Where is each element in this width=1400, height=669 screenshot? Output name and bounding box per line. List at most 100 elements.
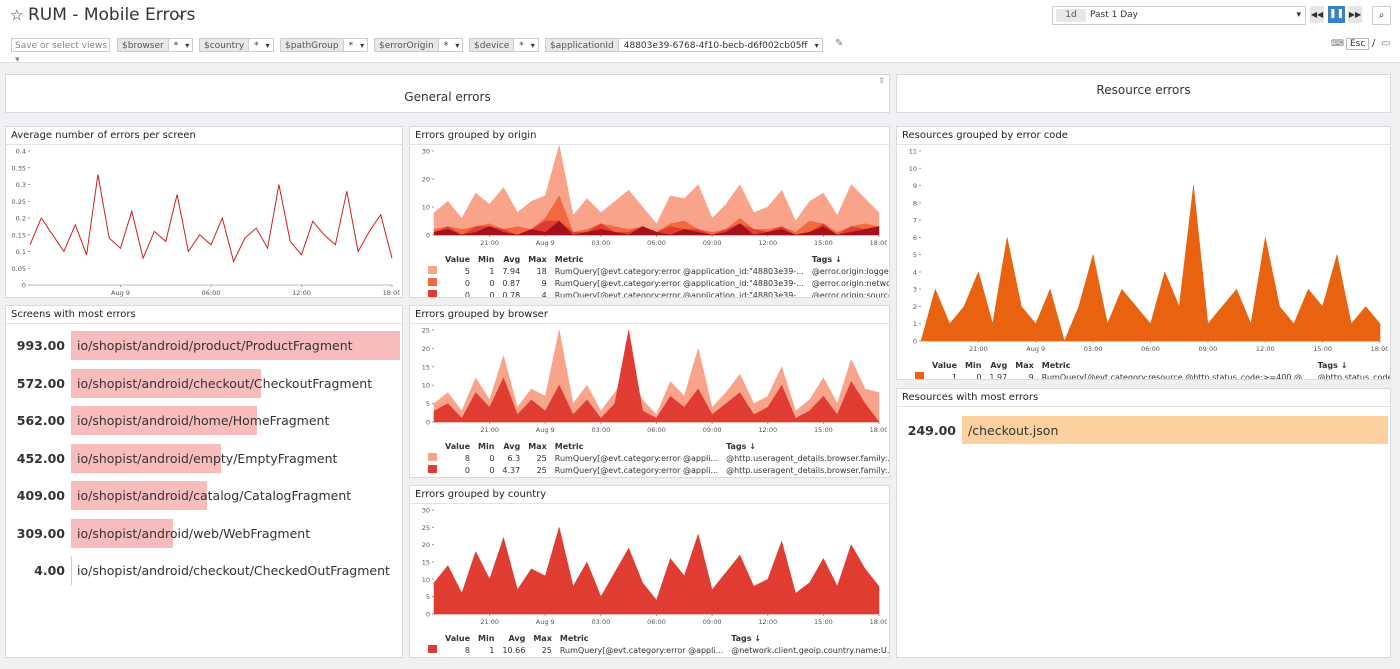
toplist-value: 249.00 (907, 422, 956, 438)
widget: Average number of errors per screen 0 0.05… (5, 126, 403, 298)
toplist-cell: io/shopist/android/checkout/CheckoutFrag… (71, 368, 400, 398)
x-tick-label: 15:00 (814, 239, 833, 247)
legend-cell: @http.status_code:500 (1317, 372, 1390, 380)
tv-icon[interactable]: ▭ (1381, 38, 1391, 49)
toplist-cell: io/shopist/android/catalog/CatalogFragme… (71, 481, 400, 510)
back-button[interactable]: ◀◀ (1310, 6, 1324, 23)
y-tick-label: 10 (422, 576, 430, 584)
x-tick-label: 15:00 (814, 426, 833, 434)
legend-column: Max (533, 633, 552, 643)
legend-cell: RumQuery[@evt.category:resource @http.st… (1041, 372, 1310, 380)
y-tick-label: 9 (913, 182, 917, 190)
pause-button[interactable]: ❚❚ (1328, 6, 1345, 23)
separator: / (1372, 38, 1376, 49)
template-var[interactable]: $device * (469, 38, 539, 53)
area (433, 220, 880, 236)
x-tick-label: Aug 9 (536, 618, 555, 626)
y-tick-label: 15 (422, 363, 430, 371)
x-tick-label: Aug 9 (536, 426, 555, 434)
search-button[interactable]: ⌕ (1372, 6, 1391, 25)
y-tick-label: 0.1 (16, 248, 26, 256)
template-var[interactable]: $pathGroup * (280, 38, 369, 53)
legend-cell: @error.origin:logger (811, 266, 890, 276)
var-name: $device (469, 38, 515, 52)
forward-button[interactable]: ▶▶ (1348, 6, 1362, 23)
x-tick-label: 09:00 (1199, 345, 1218, 353)
widget: Resources with most errors 249.00/checkou… (896, 388, 1391, 658)
edit-icon[interactable]: ✎ (835, 38, 844, 49)
toplist-bar (71, 518, 174, 548)
star-icon[interactable]: ☆ (10, 6, 24, 24)
var-name: $errorOrigin (374, 38, 439, 52)
widget-title: Screens with most errors (6, 306, 402, 324)
x-tick-label: Aug 9 (536, 239, 555, 247)
template-var[interactable]: $country * (199, 38, 274, 53)
esc-key[interactable]: Esc (1346, 38, 1370, 50)
legend-cell: 6.3 (507, 453, 521, 463)
y-tick-label: 5 (426, 400, 430, 408)
legend-cell: 0 (464, 465, 471, 475)
toplist-row: 4.00 io/shopist/android/checkout/CheckedO… (10, 556, 400, 585)
legend-cell: 25 (536, 465, 547, 475)
toplist-row: 249.00/checkout.json (901, 416, 1388, 444)
toplist-row: 572.00 io/shopist/android/checkout/Checko… (10, 368, 400, 398)
y-tick-label: 0.35 (12, 164, 26, 172)
x-tick-label: 09:00 (703, 618, 722, 626)
legend-cell: 1.97 (989, 372, 1008, 380)
title-menu[interactable]: ⌄ (176, 7, 187, 21)
var-value: * (249, 38, 274, 53)
toplist-label: io/shopist/android/product/ProductFragme… (77, 338, 353, 353)
y-tick-label: 0 (426, 232, 430, 240)
toplist-row: 309.00 io/shopist/android/web/WebFragment (10, 518, 400, 548)
legend-table: Value Min Avg Max Metric Tags ↓ 5 1 7.94 18 RumQue… (424, 253, 890, 297)
legend-swatch-cell (424, 289, 441, 297)
chart: 0 10 20 30 21:00 Aug 9 03:00 06:00 09:00 12:00 15:… (422, 145, 888, 247)
time-picker[interactable]: 1d Past 1 Day ▾ (1052, 6, 1306, 25)
legend-column: Min (965, 360, 982, 370)
legend-column: Value (445, 441, 471, 451)
widget: Resources grouped by error code 0 1 2 3 4 5 6 7 8… (896, 126, 1391, 380)
legend-column: Min (478, 633, 495, 643)
toplist-cell: io/shopist/android/home/HomeFragment (71, 406, 400, 435)
toplist-value: 572.00 (16, 375, 65, 391)
y-tick-label: 6 (913, 234, 917, 242)
legend-cell: 1 (489, 645, 495, 655)
template-var[interactable]: $browser * (117, 38, 194, 53)
template-var[interactable]: $errorOrigin * (374, 38, 464, 53)
legend-cell: 8 (464, 645, 471, 655)
var-value: * (168, 38, 194, 53)
y-tick-label: 5 (913, 251, 917, 259)
legend-swatch (428, 290, 437, 297)
x-tick-label: 15:00 (1313, 345, 1332, 353)
legend-swatch-head (911, 359, 928, 371)
x-tick-label: 18:00 (870, 239, 887, 247)
toplist-label: /checkout.json (968, 422, 1059, 438)
x-tick-label: 03:00 (592, 618, 611, 626)
legend-cell: 0 (489, 453, 495, 463)
chart: 0 5 10 15 20 25 21:00 Aug 9 03:00 06:00 09:00 12:00… (422, 327, 889, 435)
toplist-value: 993.00 (16, 338, 65, 353)
share-icon[interactable]: ⇪ (878, 76, 885, 85)
toplist-bar (71, 481, 207, 510)
legend-table: Value Min Avg Max Metric Tags ↓ 1 0 1.97 9 RumQuer… (911, 359, 1390, 380)
saved-views[interactable]: Save or select views ▾ (11, 38, 110, 65)
legend-header: Value Min Avg Max Metric Tags ↓ (424, 440, 889, 452)
keyboard-icon: ⌨ (1331, 39, 1344, 49)
toplist-value: 309.00 (16, 525, 65, 541)
toplist-label: io/shopist/android/web/WebFragment (77, 525, 311, 541)
x-tick-label: 21:00 (480, 618, 499, 626)
x-tick-label: Aug 9 (111, 289, 130, 297)
var-name: $pathGroup (280, 38, 344, 52)
template-var[interactable]: $applicationId 48803e39-6768-4f10-becb-d6… (545, 38, 823, 53)
caret: ▾ (1296, 10, 1301, 20)
legend-row: 5 1 7.94 18 RumQuery[@evt.category:error @ap… (424, 265, 890, 277)
legend-cell: 25 (541, 645, 552, 655)
y-tick-label: 20 (422, 345, 430, 353)
legend-swatch (428, 278, 437, 286)
y-tick-label: 0.05 (12, 265, 26, 273)
var-name: $applicationId (545, 38, 619, 52)
toplist-row: 409.00 io/shopist/android/catalog/Catalog… (10, 481, 400, 510)
x-tick-label: 21:00 (480, 426, 499, 434)
legend-header: Value Min Avg Max Metric Tags ↓ (424, 253, 889, 265)
